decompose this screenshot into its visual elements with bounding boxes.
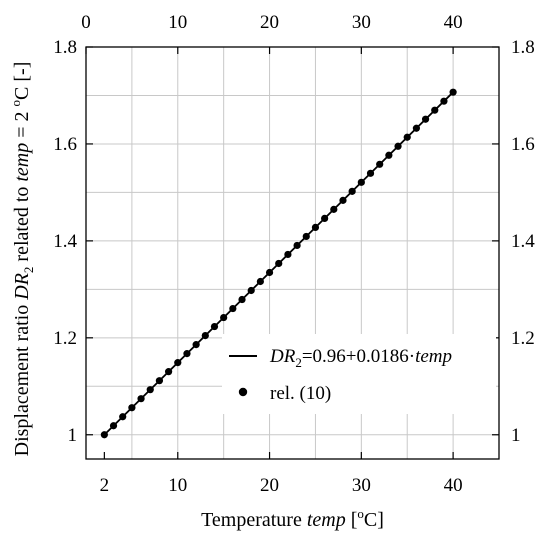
- data-point: [357, 178, 365, 186]
- data-point: [348, 187, 356, 195]
- data-point: [165, 368, 173, 376]
- x-axis-label-var: temp: [307, 509, 346, 531]
- data-point: [119, 413, 127, 421]
- y-axis-label-prefix: Displacement ratio: [11, 300, 33, 457]
- y-axis-label-sup: o: [8, 100, 23, 107]
- data-point: [330, 205, 338, 213]
- data-point: [265, 268, 274, 277]
- data-point: [385, 151, 393, 159]
- y-axis-label: Displacement ratio DR2 related to temp =…: [8, 62, 36, 457]
- data-point: [440, 97, 448, 105]
- data-point: [247, 286, 255, 295]
- y-axis-label-var2: temp: [11, 143, 33, 182]
- legend-fit-temp: temp: [415, 346, 452, 367]
- data-point: [339, 196, 347, 204]
- legend-fit-dr: DR: [269, 346, 296, 367]
- y-tick-label-right: 1.6: [511, 134, 535, 155]
- y-axis-label-middle: related to: [11, 182, 33, 267]
- y-tick-label-left: 1.6: [53, 134, 77, 155]
- y-axis-label-sub: 2: [21, 267, 36, 274]
- y-tick-label-left: 1: [68, 425, 78, 446]
- data-point: [256, 277, 264, 286]
- x-tick-label-top: 0: [81, 12, 91, 33]
- x-tick-label-bottom: 2: [100, 475, 110, 496]
- legend-entry-fit: DR2=0.96+0.0186·temp: [269, 346, 452, 370]
- x-axis-label-prefix: Temperature: [201, 509, 307, 531]
- legend-fit-formula: =0.96+0.0186·: [302, 346, 415, 367]
- y-axis-label-var: DR: [11, 273, 33, 301]
- legend-marker-swatch: [238, 387, 248, 397]
- plot-frame: [85, 46, 500, 460]
- ticks: 2 10 20 30 40 0 10 20 30 40 1 1 1.2 1.2 1.4 1.4 1.6 1.6 1.…: [53, 12, 535, 496]
- data-point: [394, 142, 402, 150]
- data-point: [201, 331, 209, 340]
- x-tick-label-bottom: 10: [168, 475, 187, 496]
- x-tick-label-top: 40: [444, 12, 463, 33]
- legend-fit-sub: 2: [295, 355, 302, 370]
- data-point: [100, 431, 108, 439]
- data-point: [284, 250, 292, 259]
- data-point: [155, 377, 164, 385]
- x-tick-label-top: 30: [352, 12, 371, 33]
- data-point: [229, 304, 237, 313]
- y-tick-label-right: 1.2: [511, 328, 535, 349]
- data-point: [449, 88, 457, 96]
- y-axis-label-eq: = 2: [11, 106, 33, 142]
- x-tick-label-bottom: 30: [352, 475, 371, 496]
- x-tick-label-top: 20: [260, 12, 279, 33]
- data-point: [366, 169, 375, 177]
- data-point: [210, 322, 219, 331]
- x-tick-label-bottom: 40: [444, 475, 463, 496]
- grid: [86, 47, 499, 459]
- x-axis-label-suffix: [: [346, 509, 358, 531]
- data-point: [275, 259, 283, 268]
- y-tick-label-right: 1.8: [511, 37, 535, 58]
- x-axis-label-end: C]: [364, 509, 384, 531]
- data-point: [412, 124, 420, 132]
- data-point: [376, 160, 384, 168]
- x-axis-label: Temperature temp [oC]: [201, 506, 384, 531]
- y-tick-label-left: 1.2: [53, 328, 77, 349]
- data-point: [321, 214, 329, 222]
- data-point: [220, 313, 228, 322]
- y-tick-label-left: 1.4: [53, 231, 77, 252]
- data-point: [137, 395, 145, 403]
- data-point: [238, 295, 246, 304]
- y-tick-label-right: 1.4: [511, 231, 535, 252]
- data-point: [146, 386, 154, 394]
- x-tick-label-bottom: 20: [260, 475, 279, 496]
- data-point: [403, 133, 411, 141]
- data-point: [302, 232, 310, 241]
- data-point: [128, 404, 136, 412]
- y-axis-label-end: C [-]: [11, 62, 33, 100]
- x-axis-label-sup: o: [357, 506, 364, 521]
- data-point: [431, 106, 439, 114]
- legend-entry-rel: rel. (10): [270, 383, 331, 404]
- y-tick-label-left: 1.8: [53, 37, 77, 58]
- series: [100, 88, 457, 439]
- data-point: [421, 115, 430, 123]
- data-point: [109, 422, 118, 430]
- x-tick-label-top: 10: [168, 12, 187, 33]
- data-point: [192, 341, 200, 349]
- data-point: [174, 359, 182, 367]
- y-tick-label-right: 1: [511, 425, 521, 446]
- data-point: [293, 241, 301, 250]
- legend-background: [222, 334, 496, 414]
- data-point: [311, 223, 320, 232]
- data-point: [183, 350, 191, 358]
- legend: DR2=0.96+0.0186·temp rel. (10): [222, 334, 496, 414]
